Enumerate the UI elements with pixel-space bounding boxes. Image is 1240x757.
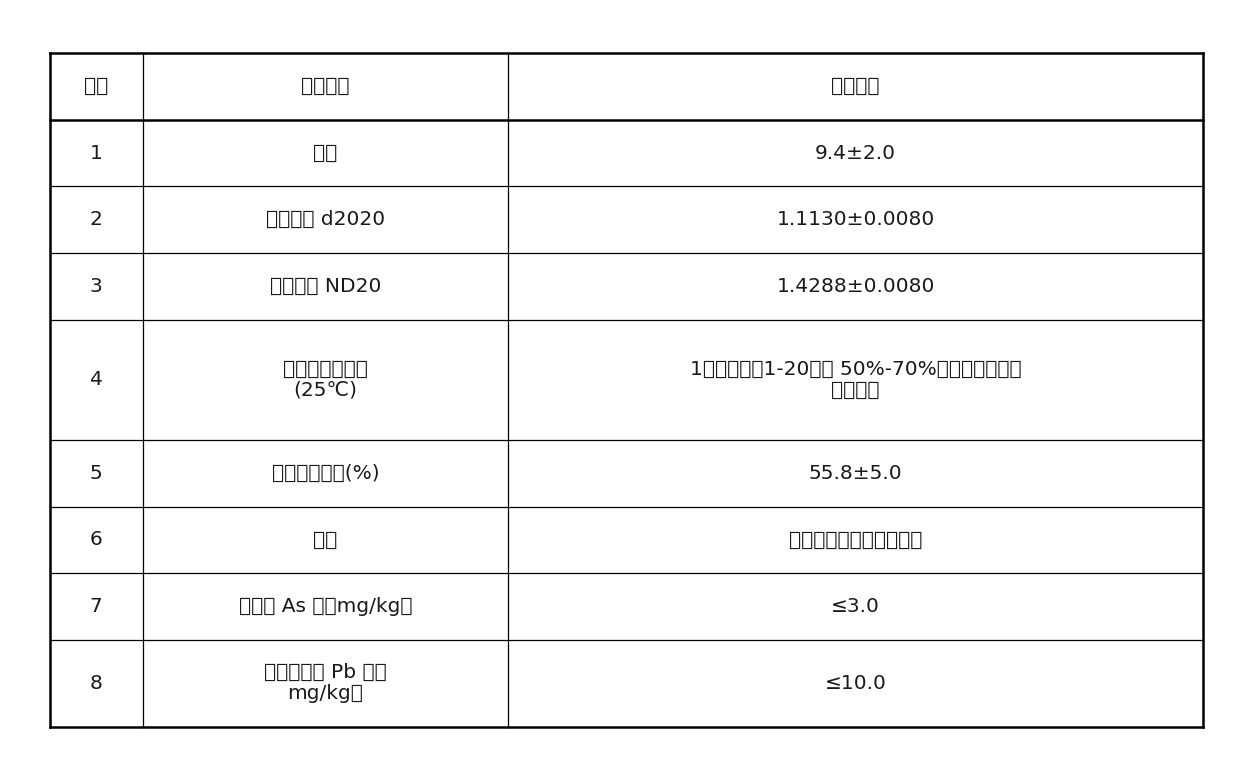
Text: 3: 3 bbox=[89, 277, 103, 296]
Text: 外观: 外观 bbox=[314, 531, 337, 550]
Text: 1.4288±0.0080: 1.4288±0.0080 bbox=[776, 277, 935, 296]
Text: 9.4±2.0: 9.4±2.0 bbox=[815, 144, 897, 163]
Text: 相对密度 d2020: 相对密度 d2020 bbox=[265, 210, 386, 229]
Text: 挥发成份总量(%): 挥发成份总量(%) bbox=[272, 464, 379, 483]
Text: 砷（以 As 计，mg/kg）: 砷（以 As 计，mg/kg） bbox=[239, 597, 412, 616]
Text: 4: 4 bbox=[89, 370, 103, 389]
Text: 1.1130±0.0080: 1.1130±0.0080 bbox=[776, 210, 935, 229]
Text: 序号: 序号 bbox=[84, 77, 108, 96]
Text: 2: 2 bbox=[89, 210, 103, 229]
Text: ≤3.0: ≤3.0 bbox=[831, 597, 880, 616]
Text: 8: 8 bbox=[89, 674, 103, 693]
Text: mg/kg）: mg/kg） bbox=[288, 684, 363, 703]
Text: 发酵香料: 发酵香料 bbox=[831, 77, 880, 96]
Text: 1体积样品在1-20体积 50%-70%的乙醇溶液中溶: 1体积样品在1-20体积 50%-70%的乙醇溶液中溶 bbox=[689, 360, 1022, 378]
Text: 乙醇中的溶混度: 乙醇中的溶混度 bbox=[283, 360, 368, 378]
Text: 酸值: 酸值 bbox=[314, 144, 337, 163]
Text: 55.8±5.0: 55.8±5.0 bbox=[808, 464, 903, 483]
Text: 重金属（以 Pb 计，: 重金属（以 Pb 计， bbox=[264, 663, 387, 682]
Text: 6: 6 bbox=[89, 531, 103, 550]
Text: (25℃): (25℃) bbox=[294, 381, 357, 400]
Text: 检测项目: 检测项目 bbox=[301, 77, 350, 96]
Text: ≤10.0: ≤10.0 bbox=[825, 674, 887, 693]
Text: 折光指数 ND20: 折光指数 ND20 bbox=[270, 277, 381, 296]
Text: 7: 7 bbox=[89, 597, 103, 616]
Text: 解性稍好: 解性稍好 bbox=[831, 381, 880, 400]
Text: 5: 5 bbox=[89, 464, 103, 483]
Text: 1: 1 bbox=[89, 144, 103, 163]
Text: 红棕色流状膏体，不澄清: 红棕色流状膏体，不澄清 bbox=[789, 531, 923, 550]
